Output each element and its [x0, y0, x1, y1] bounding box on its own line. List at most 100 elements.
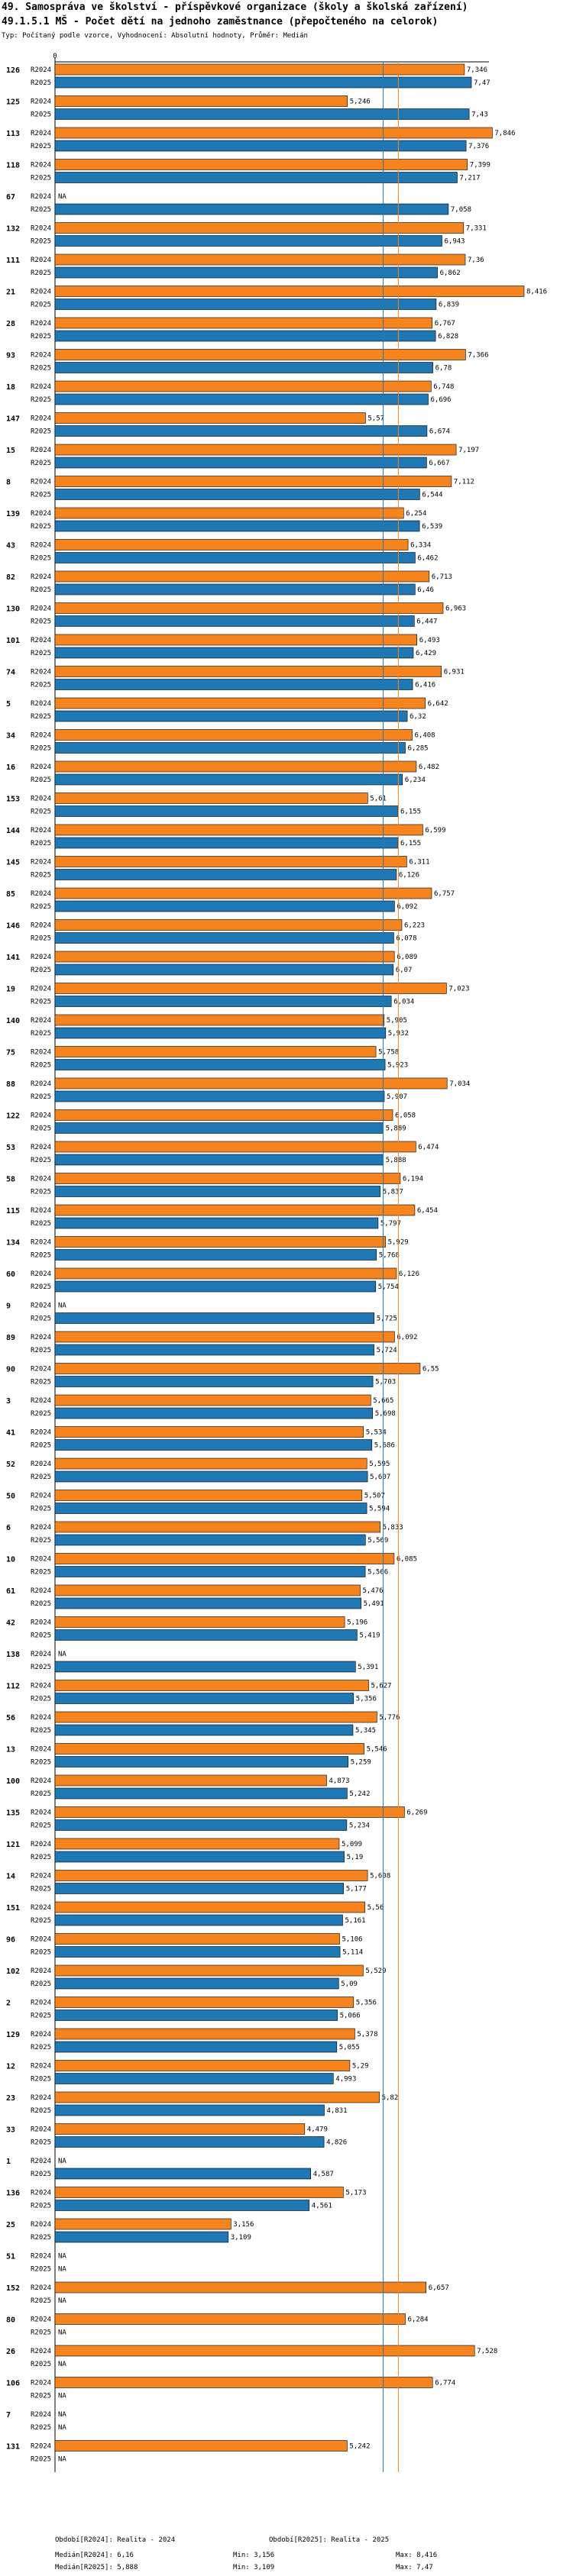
bar-r2024: [54, 2377, 433, 2388]
value-label: 6,058: [395, 1112, 416, 1120]
category-label: 88: [6, 1080, 15, 1089]
na-label: NA: [58, 2393, 66, 2400]
value-label: 5,776: [379, 1714, 400, 1722]
value-label: 8,416: [526, 289, 547, 296]
series-label: R2024: [31, 447, 51, 454]
bar-r2024: [54, 1680, 369, 1691]
series-label: R2025: [31, 1220, 51, 1228]
value-label: 7,058: [451, 206, 471, 214]
series-label: R2025: [31, 302, 51, 309]
category-label: 2: [6, 2000, 11, 2008]
category-label: 147: [6, 415, 20, 424]
series-label: R2025: [31, 1600, 51, 1608]
bar-r2024: [54, 507, 404, 519]
value-label: 6,311: [409, 859, 429, 867]
category-label: 42: [6, 1619, 15, 1628]
bar-r2024: [54, 792, 368, 804]
bar-r2024: [54, 983, 447, 994]
series-label: R2025: [31, 1252, 51, 1260]
bar-r2024: [54, 1014, 385, 1026]
bar-r2025: [54, 837, 399, 849]
series-label: R2025: [31, 1093, 51, 1101]
bar-r2024: [54, 2281, 427, 2294]
bar-r2025: [54, 1787, 348, 1800]
value-label: 5,196: [347, 1619, 367, 1627]
value-label: 5,595: [369, 1461, 390, 1468]
bar-r2025: [54, 1819, 348, 1831]
value-label: 5,546: [367, 1746, 387, 1754]
category-label: 130: [6, 605, 20, 614]
series-label: R2024: [31, 130, 51, 137]
series-label: R2025: [31, 745, 51, 753]
bar-r2025: [54, 1407, 374, 1419]
value-label: 5,246: [350, 98, 371, 106]
category-label: 136: [6, 2190, 20, 2198]
category-label: 51: [6, 2253, 15, 2261]
value-label: 5,234: [349, 1822, 370, 1830]
bar-r2024: [54, 1331, 395, 1343]
footer-max-2024: Max: 8,416: [396, 2552, 438, 2559]
value-label: 7,846: [494, 130, 515, 137]
series-label: R2024: [31, 2443, 51, 2451]
bar-r2025: [54, 900, 395, 912]
value-label: 6,943: [445, 238, 465, 246]
value-label: 6,839: [439, 302, 459, 309]
bar-r2025: [54, 2231, 229, 2243]
value-label: 5,19: [347, 1854, 364, 1861]
series-label: R2024: [31, 2284, 51, 2292]
series-label: R2024: [31, 510, 51, 518]
value-label: 6,085: [397, 1556, 417, 1564]
series-label: R2024: [31, 2094, 51, 2102]
bar-r2025: [54, 1280, 377, 1293]
series-label: R2025: [31, 2424, 51, 2432]
value-label: 6,748: [433, 383, 454, 391]
value-label: 4,993: [335, 2076, 356, 2084]
category-label: 80: [6, 2316, 15, 2325]
category-label: 151: [6, 1904, 20, 1913]
footer-median-2024: Medián[R2024]: 6,16: [55, 2552, 134, 2559]
value-label: 6,408: [415, 732, 435, 740]
value-label: 6,089: [397, 954, 417, 961]
series-label: R2025: [31, 1980, 51, 1988]
bar-r2025: [54, 266, 438, 279]
series-label: R2025: [31, 776, 51, 784]
series-label: R2024: [31, 2190, 51, 2197]
value-label: 5,754: [378, 1283, 399, 1291]
value-label: 6,194: [403, 1176, 423, 1183]
category-label: 60: [6, 1270, 15, 1279]
value-label: 6,234: [405, 776, 426, 784]
bar-r2024: [54, 824, 423, 836]
value-label: 6,092: [397, 903, 417, 911]
category-label: 145: [6, 859, 20, 867]
bar-r2024: [54, 1490, 363, 1501]
series-label: R2024: [31, 1461, 51, 1468]
category-label: 101: [6, 637, 20, 645]
series-label: R2025: [31, 650, 51, 657]
bar-r2025: [54, 299, 437, 310]
value-label: 6,034: [393, 999, 414, 1006]
series-label: R2024: [31, 1303, 51, 1310]
series-label: R2024: [31, 1936, 51, 1944]
bar-r2024: [54, 1077, 448, 1089]
value-label: 5,724: [377, 1347, 397, 1354]
category-label: 75: [6, 1049, 15, 1057]
bar-r2024: [54, 1426, 364, 1438]
footer-min-2025: Min: 3,109: [233, 2564, 275, 2571]
series-label: R2025: [31, 2234, 51, 2242]
series-label: R2025: [31, 967, 51, 974]
series-label: R2025: [31, 143, 51, 150]
bar-r2025: [54, 1312, 375, 1324]
bar-r2025: [54, 1059, 386, 1070]
value-label: 7,47: [474, 79, 490, 87]
bar-r2024: [54, 729, 413, 741]
bar-r2024: [54, 1997, 354, 2008]
series-label: R2024: [31, 2316, 51, 2324]
bar-r2025: [54, 1534, 366, 1546]
bar-r2024: [54, 1553, 395, 1564]
category-label: 144: [6, 827, 20, 835]
series-label: R2024: [31, 257, 51, 264]
category-label: 132: [6, 225, 20, 234]
value-label: 6,126: [399, 1270, 419, 1278]
value-label: 4,479: [307, 2126, 328, 2134]
value-label: 6,447: [416, 618, 437, 626]
